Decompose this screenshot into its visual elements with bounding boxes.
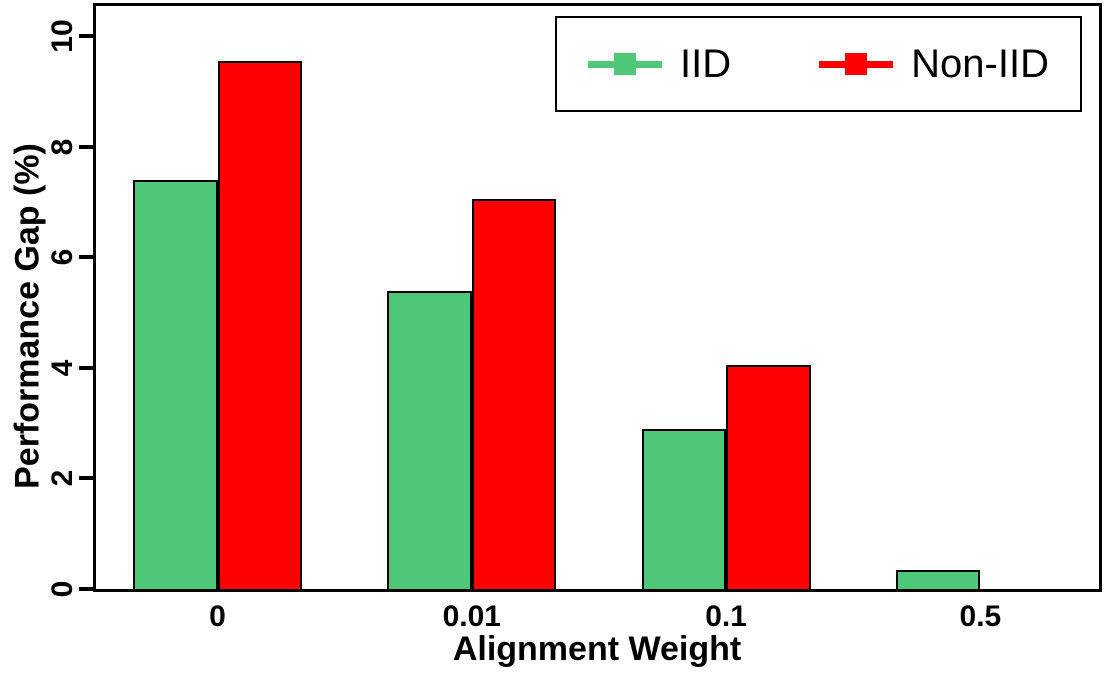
legend-label-iid: IID <box>680 41 732 86</box>
non-iid-square-marker-icon <box>819 53 894 75</box>
bar-iid-0.1 <box>641 428 727 589</box>
y-axis-tick <box>79 365 96 370</box>
y-tick-label: 4 <box>46 359 79 377</box>
y-axis-tick <box>79 255 96 260</box>
bar-non-iid-0 <box>217 61 302 589</box>
bar-iid-0.01 <box>387 290 472 589</box>
x-tick-label: 0.5 <box>959 600 1002 633</box>
y-tick-label: 2 <box>46 470 79 487</box>
y-axis-tick <box>79 34 96 39</box>
plot-area: Alignment Weight IID Non-IID 0 2 4 6 8 10 0 0.0… <box>46 3 1102 668</box>
y-axis-tick <box>79 476 96 481</box>
legend-item-non-iid: Non-IID <box>819 42 1049 87</box>
bar-iid-0.5 <box>895 569 981 589</box>
iid-square-marker-icon <box>588 53 663 75</box>
y-tick-label: 8 <box>46 138 79 156</box>
x-tick-label: 0.01 <box>442 600 501 633</box>
iid-marker-square <box>614 53 637 75</box>
bar-non-iid-0.01 <box>471 199 557 589</box>
y-axis-title: Performance Gap (%) <box>8 143 47 489</box>
x-tick-label: 0.1 <box>705 600 747 633</box>
y-axis-tick <box>79 587 96 591</box>
y-axis-tick <box>79 144 96 149</box>
y-tick-label: 0 <box>46 580 79 598</box>
legend-item-iid: IID <box>588 42 731 87</box>
non-iid-marker-square <box>845 53 868 75</box>
legend: IID Non-IID <box>555 16 1082 112</box>
bar-non-iid-0.1 <box>726 365 811 589</box>
y-tick-label: 10 <box>46 19 79 54</box>
x-tick-label: 0 <box>209 600 226 633</box>
y-tick-label: 6 <box>46 249 79 266</box>
bar-iid-0 <box>133 180 218 589</box>
x-axis-title: Alignment Weight <box>452 630 742 668</box>
legend-label-non-iid: Non-IID <box>911 41 1049 86</box>
